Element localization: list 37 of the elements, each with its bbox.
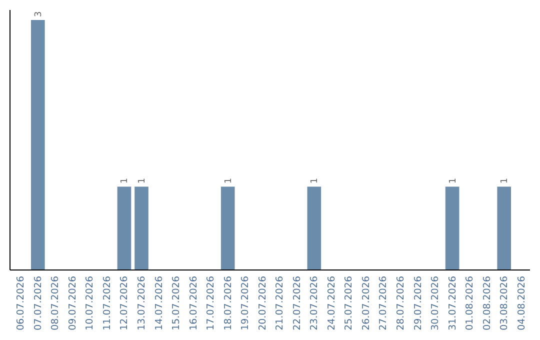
data-label: 1 bbox=[138, 178, 148, 184]
x-tick-label: 10.07.2026 bbox=[84, 276, 96, 330]
x-tick-label: 12.07.2026 bbox=[119, 276, 130, 330]
x-tick-label: 28.07.2026 bbox=[396, 276, 406, 330]
x-tick-label: 09.07.2026 bbox=[67, 276, 78, 330]
x-tick-label: 07.07.2026 bbox=[32, 276, 44, 330]
x-tick-label: 01.08.2026 bbox=[464, 276, 476, 330]
x-tick-label: 17.07.2026 bbox=[206, 276, 217, 330]
data-label: 1 bbox=[448, 178, 458, 184]
x-tick-label: 24.07.2026 bbox=[326, 276, 338, 330]
x-tick-label: 23.07.2026 bbox=[309, 276, 320, 330]
data-label: 3 bbox=[34, 11, 44, 17]
data-label: 1 bbox=[500, 178, 510, 184]
data-label: 1 bbox=[120, 178, 130, 184]
x-tick-label: 14.07.2026 bbox=[154, 276, 165, 330]
x-tick-label: 04.08.2026 bbox=[516, 276, 528, 330]
x-tick-label: 19.07.2026 bbox=[240, 276, 252, 330]
x-tick-label: 02.08.2026 bbox=[482, 276, 493, 330]
x-tick-label: 16.07.2026 bbox=[188, 276, 200, 330]
x-tick-label: 22.07.2026 bbox=[292, 276, 303, 330]
x-tick-label: 26.07.2026 bbox=[360, 276, 372, 330]
x-tick-label: 27.07.2026 bbox=[378, 276, 390, 330]
x-tick-label: 20.07.2026 bbox=[257, 276, 268, 330]
x-tick-label: 03.08.2026 bbox=[499, 276, 510, 330]
x-tick-label: 08.07.2026 bbox=[50, 276, 62, 330]
x-tick-label: 21.07.2026 bbox=[274, 276, 286, 330]
data-label: 1 bbox=[224, 178, 234, 184]
x-tick-label: 13.07.2026 bbox=[136, 276, 148, 330]
x-tick-label: 31.07.2026 bbox=[447, 276, 458, 330]
x-tick-label: 11.07.2026 bbox=[102, 276, 113, 330]
x-tick-label: 06.07.2026 bbox=[16, 276, 27, 330]
x-tick-label: 30.07.2026 bbox=[430, 276, 442, 330]
x-tick-label: 18.07.2026 bbox=[222, 276, 234, 330]
x-tick-label: 29.07.2026 bbox=[412, 276, 424, 330]
x-tick-label: 15.07.2026 bbox=[171, 276, 182, 330]
data-label: 1 bbox=[310, 178, 320, 184]
x-tick-label: 25.07.2026 bbox=[344, 276, 355, 330]
